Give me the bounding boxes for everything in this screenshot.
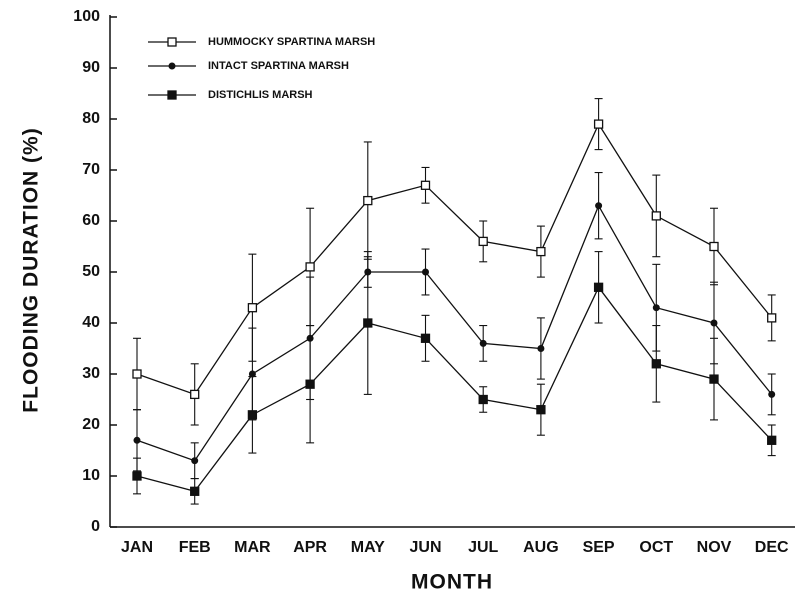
point — [593, 282, 604, 292]
point — [478, 236, 488, 247]
point — [247, 303, 258, 313]
point — [651, 359, 661, 369]
point — [651, 211, 661, 221]
x-tick-label: MAR — [234, 539, 271, 556]
series-line — [136, 204, 773, 462]
y-tick-label: 40 — [82, 314, 100, 331]
series-line — [136, 286, 773, 493]
y-tick-label: 10 — [82, 467, 100, 484]
x-tick-label: APR — [293, 539, 327, 556]
point — [305, 262, 315, 272]
point — [363, 195, 373, 206]
y-tick-label: 60 — [82, 212, 100, 229]
x-axis-label: MONTH — [411, 571, 493, 594]
point — [709, 241, 719, 252]
point — [537, 345, 545, 352]
y-tick-label: 20 — [82, 416, 100, 433]
y-tick-label: 70 — [82, 161, 100, 178]
legend-label: HUMMOCKY SPARTINA MARSH — [208, 36, 375, 48]
point — [305, 379, 315, 389]
point — [595, 202, 603, 210]
point — [363, 318, 373, 328]
y-tick-label: 0 — [91, 518, 100, 535]
x-tick-label: NOV — [697, 539, 732, 556]
point — [191, 457, 199, 465]
point — [420, 180, 431, 190]
point — [422, 268, 429, 276]
point — [478, 394, 488, 405]
y-tick-label: 30 — [82, 365, 100, 382]
point — [536, 405, 546, 415]
point — [652, 304, 660, 312]
point — [479, 339, 487, 347]
point — [420, 333, 431, 343]
x-tick-label: JAN — [121, 539, 153, 556]
legend-marker — [168, 62, 176, 70]
x-tick-label: FEB — [179, 539, 211, 556]
point — [133, 436, 141, 444]
point — [536, 246, 546, 257]
x-tick-label: SEP — [583, 539, 615, 556]
point — [767, 435, 777, 445]
x-tick-label: MAY — [351, 539, 385, 556]
y-tick-label: 100 — [73, 8, 100, 25]
point — [247, 410, 258, 420]
y-tick-label: 80 — [82, 110, 100, 127]
point — [132, 471, 142, 481]
point — [132, 369, 142, 379]
point — [768, 390, 776, 398]
x-tick-label: AUG — [523, 539, 559, 556]
x-tick-label: JUL — [468, 539, 498, 556]
series-line — [136, 122, 773, 396]
point — [767, 313, 777, 323]
point — [248, 370, 256, 378]
legend-marker — [167, 37, 177, 47]
y-axis-label: FLOODING DURATION (%) — [20, 127, 43, 412]
point — [190, 486, 200, 496]
y-tick-label: 50 — [82, 263, 100, 280]
legend-label: INTACT SPARTINA MARSH — [208, 60, 349, 72]
y-tick-label: 90 — [82, 59, 100, 76]
point — [593, 119, 604, 129]
point — [709, 374, 719, 384]
point — [190, 389, 200, 400]
x-tick-label: JUN — [409, 539, 441, 556]
point — [710, 319, 718, 327]
x-tick-label: DEC — [755, 539, 789, 556]
legend-marker — [167, 90, 177, 100]
legend-label: DISTICHLIS MARSH — [208, 89, 313, 101]
x-tick-label: OCT — [639, 539, 673, 556]
